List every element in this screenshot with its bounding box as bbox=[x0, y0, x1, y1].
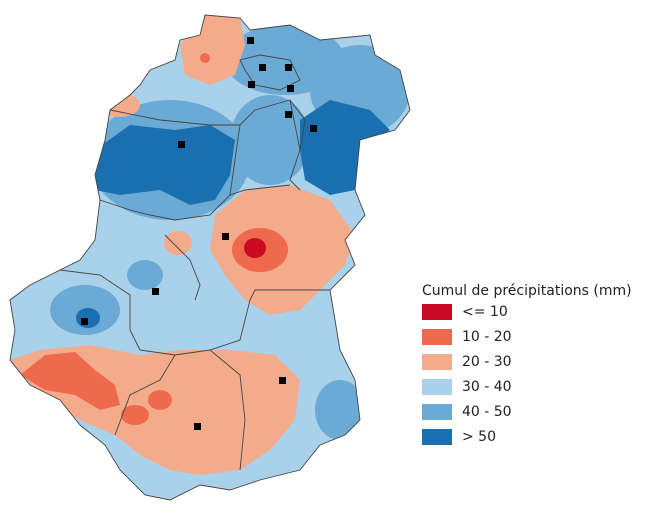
legend-swatch bbox=[422, 404, 452, 420]
city-marker bbox=[178, 141, 185, 148]
legend-label: > 50 bbox=[462, 429, 496, 445]
legend-swatch bbox=[422, 379, 452, 395]
city-marker bbox=[247, 37, 254, 44]
city-marker bbox=[285, 111, 292, 118]
city-marker bbox=[287, 85, 294, 92]
city-marker bbox=[248, 81, 255, 88]
city-marker bbox=[279, 377, 286, 384]
legend-swatch bbox=[422, 429, 452, 445]
cities bbox=[81, 37, 317, 430]
city-marker bbox=[259, 64, 266, 71]
legend-swatch bbox=[422, 329, 452, 345]
legend-label: <= 10 bbox=[462, 304, 508, 320]
legend-label: 10 - 20 bbox=[462, 329, 512, 345]
legend-swatch bbox=[422, 304, 452, 320]
legend-label: 30 - 40 bbox=[462, 379, 512, 395]
legend: Cumul de précipitations (mm) <= 10 10 - 2… bbox=[422, 283, 632, 445]
department-borders bbox=[9, 14, 411, 501]
city-marker bbox=[194, 423, 201, 430]
city-marker bbox=[152, 288, 159, 295]
precipitation-surface bbox=[10, 15, 410, 500]
city-marker bbox=[222, 233, 229, 240]
city-marker bbox=[285, 64, 292, 71]
legend-title: Cumul de précipitations (mm) bbox=[422, 283, 632, 299]
legend-label: 40 - 50 bbox=[462, 404, 512, 420]
legend-swatch bbox=[422, 354, 452, 370]
city-marker bbox=[310, 125, 317, 132]
legend-label: 20 - 30 bbox=[462, 354, 512, 370]
city-marker bbox=[81, 318, 88, 325]
